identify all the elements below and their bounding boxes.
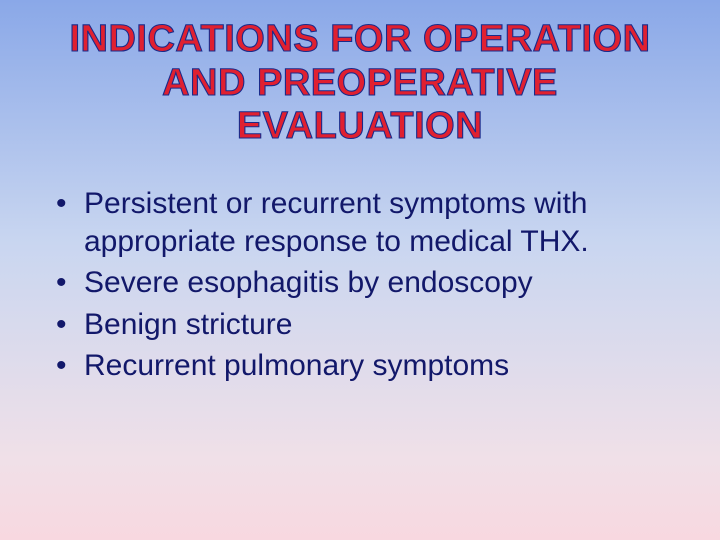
list-item: Recurrent pulmonary symptoms	[52, 347, 680, 385]
list-item: Severe esophagitis by endoscopy	[52, 264, 680, 302]
slide-title: INDICATIONS FOR OPERATION AND PREOPERATI…	[40, 18, 680, 149]
bullet-list: Persistent or recurrent symptoms with ap…	[52, 185, 680, 385]
slide: INDICATIONS FOR OPERATION AND PREOPERATI…	[0, 0, 720, 540]
bullet-text: Persistent or recurrent symptoms with ap…	[84, 187, 589, 258]
title-line-1: INDICATIONS FOR OPERATION	[40, 18, 680, 62]
title-line-3: EVALUATION	[40, 105, 680, 149]
list-item: Benign stricture	[52, 306, 680, 344]
title-line-2: AND PREOPERATIVE	[40, 62, 680, 106]
bullet-text: Severe esophagitis by endoscopy	[84, 266, 533, 299]
bullet-text: Recurrent pulmonary symptoms	[84, 349, 509, 382]
bullet-text: Benign stricture	[84, 308, 292, 341]
list-item: Persistent or recurrent symptoms with ap…	[52, 185, 680, 260]
